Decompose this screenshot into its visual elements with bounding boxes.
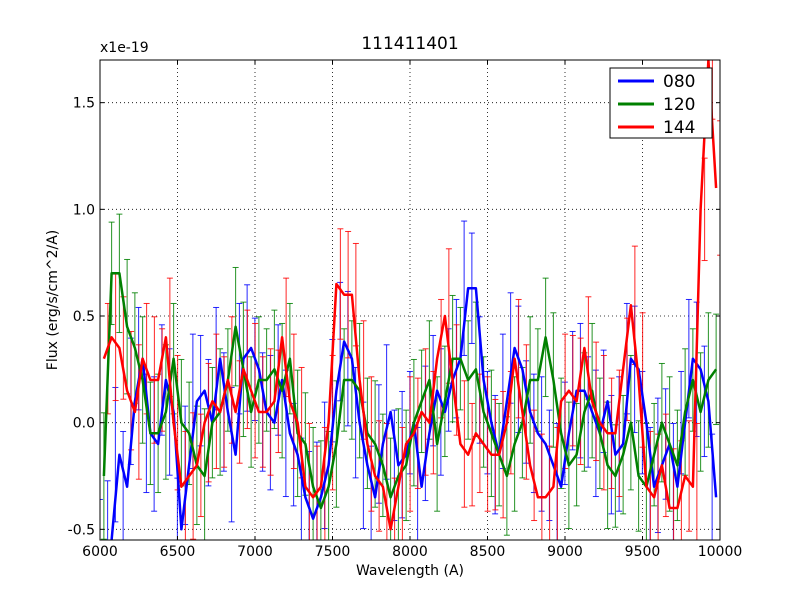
x-axis-label: Wavelength (A) <box>356 563 464 579</box>
legend-label-080: 080 <box>663 72 695 92</box>
x-tick-label: 7000 <box>237 544 273 560</box>
y-tick-label: 0.0 <box>73 416 95 432</box>
x-tick-label: 6000 <box>82 544 118 560</box>
x-tick-label: 6500 <box>160 544 196 560</box>
y-tick-label: 0.5 <box>73 309 95 325</box>
y-tick-label: 1.5 <box>73 96 95 112</box>
x-tick-label: 10000 <box>698 544 743 560</box>
ticks: 6000 6500 7000 7500 8000 8500 9000 9500 10000 -0.… <box>68 60 743 560</box>
series-lines <box>102 60 718 540</box>
y-offset-label: x1e-19 <box>100 40 149 56</box>
y-tick-label: -0.5 <box>68 522 95 538</box>
x-tick-label: 9500 <box>625 544 661 560</box>
y-tick-label: 1.0 <box>73 202 95 218</box>
x-tick-label: 8000 <box>392 544 428 560</box>
legend-label-144: 144 <box>663 118 695 138</box>
series-line-144 <box>102 60 718 531</box>
legend: 080 120 144 <box>609 67 713 139</box>
x-tick-label: 9000 <box>547 544 583 560</box>
y-axis-label: Flux (erg/s/cm^2/A) <box>45 230 61 370</box>
chart-title: 111411401 <box>361 34 458 54</box>
series-line-120 <box>102 272 718 510</box>
x-tick-label: 8500 <box>470 544 506 560</box>
legend-label-120: 120 <box>663 95 695 115</box>
x-tick-label: 7500 <box>315 544 351 560</box>
